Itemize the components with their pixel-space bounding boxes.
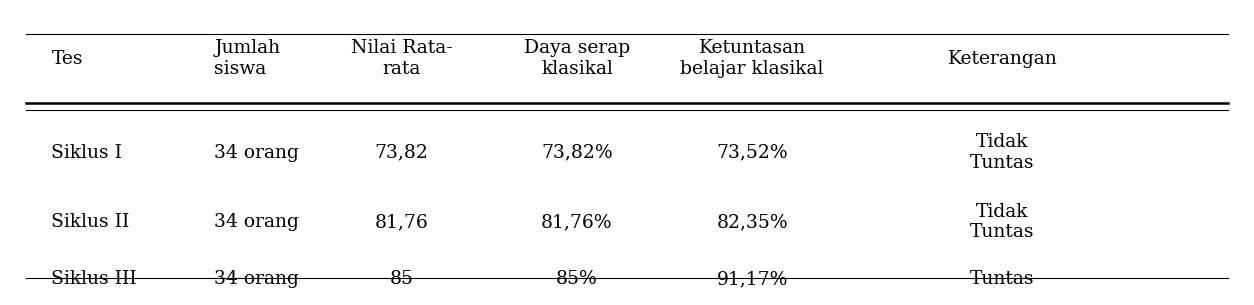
Text: Nilai Rata-
rata: Nilai Rata- rata (351, 39, 453, 78)
Text: 81,76%: 81,76% (542, 213, 613, 231)
Text: Siklus III: Siklus III (51, 271, 137, 289)
Text: Daya serap
klasikal: Daya serap klasikal (524, 39, 630, 78)
Text: 34 orang: 34 orang (214, 213, 298, 231)
Text: 82,35%: 82,35% (716, 213, 788, 231)
Text: Tidak
Tuntas: Tidak Tuntas (971, 203, 1035, 242)
Text: Tidak
Tuntas: Tidak Tuntas (971, 133, 1035, 172)
Text: 73,52%: 73,52% (716, 143, 788, 162)
Text: 34 orang: 34 orang (214, 143, 298, 162)
Text: 34 orang: 34 orang (214, 271, 298, 289)
Text: Tuntas: Tuntas (971, 271, 1035, 289)
Text: 91,17%: 91,17% (716, 271, 788, 289)
Text: 73,82: 73,82 (375, 143, 429, 162)
Text: Keterangan: Keterangan (948, 50, 1057, 68)
Text: 73,82%: 73,82% (542, 143, 613, 162)
Text: Jumlah
siswa: Jumlah siswa (214, 39, 280, 78)
Text: Siklus I: Siklus I (51, 143, 123, 162)
Text: Tes: Tes (51, 50, 83, 68)
Text: 85%: 85% (556, 271, 598, 289)
Text: Siklus II: Siklus II (51, 213, 130, 231)
Text: 81,76: 81,76 (375, 213, 429, 231)
Text: Ketuntasan
belajar klasikal: Ketuntasan belajar klasikal (681, 39, 824, 78)
Text: 85: 85 (390, 271, 414, 289)
